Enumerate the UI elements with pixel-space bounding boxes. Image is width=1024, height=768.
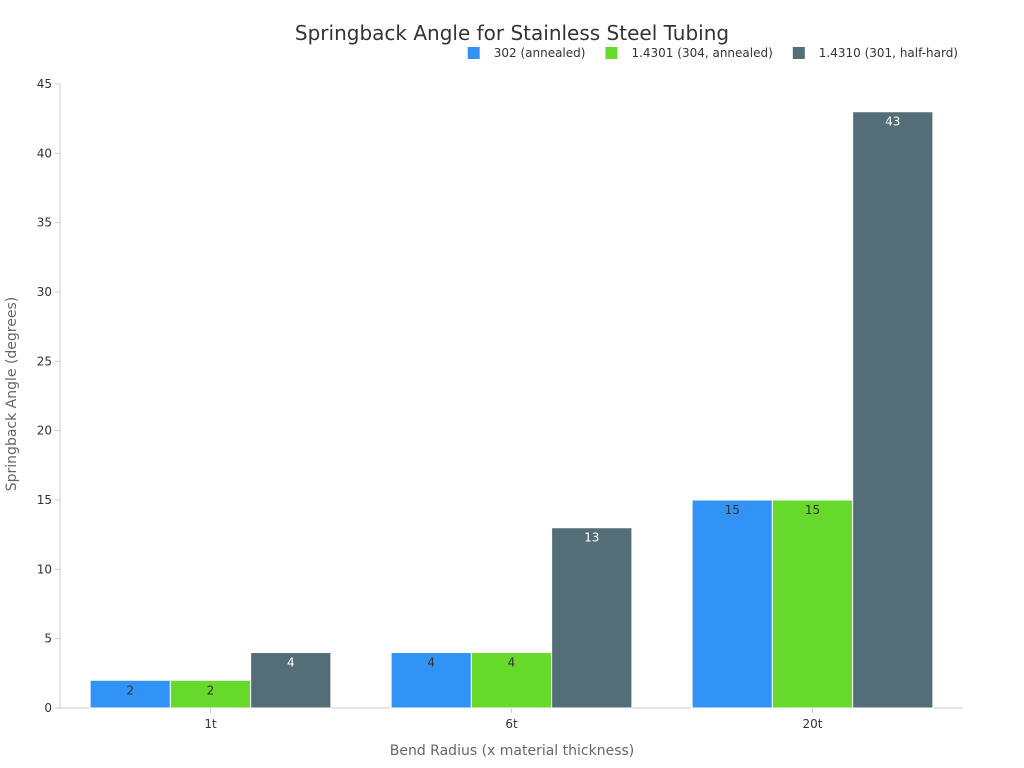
legend-item[interactable]: 302 (annealed) [467, 46, 586, 60]
bars: 2 2 4 4 4 13 15 15 43 [89, 111, 934, 709]
bar-value-label: 4 [427, 656, 435, 670]
x-tick-label: 6t [505, 717, 518, 731]
bar [250, 652, 332, 709]
legend-label: 1.4310 (301, half-hard) [819, 46, 958, 60]
y-tick-label: 20 [37, 424, 52, 438]
legend-swatch [467, 47, 480, 59]
bar-value-label: 43 [885, 115, 900, 129]
bar [691, 499, 773, 709]
x-tick-label: 20t [803, 717, 823, 731]
bar [551, 527, 633, 709]
bar [89, 679, 171, 709]
y-axis: 0 5 10 15 20 25 30 35 40 45 [37, 77, 61, 715]
x-axis-label: Bend Radius (x material thickness) [390, 743, 635, 759]
x-axis: 1t 6t 20t [60, 707, 963, 731]
legend-swatch [792, 47, 805, 59]
legend-row: 302 (annealed) 1.4301 (304, annealed) 1.43… [467, 46, 958, 60]
bar-value-label: 15 [805, 503, 820, 517]
bar-value-label: 4 [508, 656, 516, 670]
y-tick-label: 35 [37, 216, 52, 230]
bar-value-label: 2 [207, 683, 215, 697]
y-tick-label: 5 [44, 632, 52, 646]
bar [852, 111, 934, 709]
y-tick-label: 40 [37, 146, 52, 160]
legend-item[interactable]: 1.4301 (304, annealed) [605, 46, 773, 60]
y-tick-label: 30 [37, 285, 52, 299]
legend: 302 (annealed) 1.4301 (304, annealed) 1.43… [467, 46, 958, 60]
y-tick-label: 10 [37, 562, 52, 576]
y-tick-label: 45 [37, 77, 52, 91]
legend-label: 1.4301 (304, annealed) [631, 46, 772, 60]
bar-value-label: 2 [126, 683, 134, 697]
bar [771, 499, 854, 709]
bar-value-label: 15 [725, 503, 740, 517]
y-tick-label: 0 [44, 701, 52, 715]
legend-item[interactable]: 1.4310 (301, half-hard) [792, 46, 958, 60]
bar [470, 652, 553, 709]
y-tick-label: 25 [37, 354, 52, 368]
y-axis-label: Springback Angle (degrees) [4, 297, 20, 491]
bar-value-label: 4 [287, 656, 295, 670]
bar-value-label: 13 [584, 531, 599, 545]
legend-label: 302 (annealed) [494, 46, 586, 60]
bar [390, 652, 472, 709]
y-tick-label: 15 [37, 493, 52, 507]
chart-title: Springback Angle for Stainless Steel Tub… [295, 21, 729, 45]
x-tick-label: 1t [204, 717, 217, 731]
legend-swatch [605, 47, 618, 59]
